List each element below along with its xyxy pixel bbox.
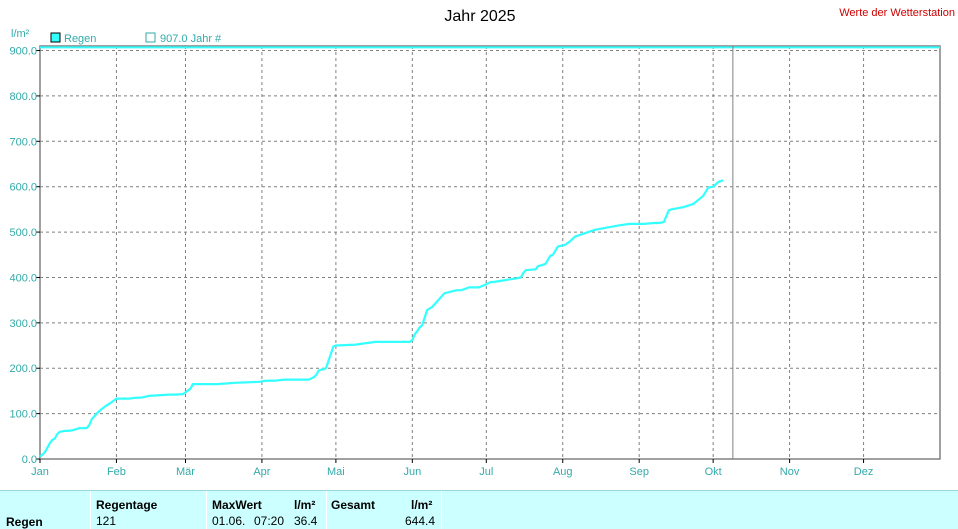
series-line-regen [39, 179, 724, 458]
legend-reference-label: 907.0 Jahr # [160, 33, 222, 45]
x-tick-label: Feb [107, 466, 126, 478]
x-tick-label: Dez [854, 466, 874, 478]
y-tick-label: 700.0 [9, 136, 37, 148]
y-tick-label: 300.0 [9, 318, 37, 330]
y-tick-label: 400.0 [9, 272, 37, 284]
station-label: Werte der Wetterstation [839, 7, 955, 19]
x-axis-ticks: Jan Feb Mär Apr Mai Jun Jul Aug Sep Okt Nov Dez [31, 459, 873, 478]
plot-frame [39, 45, 941, 460]
max-header: MaxWert [212, 498, 262, 512]
max-time: 07:20 [254, 514, 285, 528]
total-header: Gesamt [331, 498, 376, 512]
x-tick-label: Okt [705, 466, 722, 478]
y-axis-ticks: 0.0 100.0 200.0 300.0 400.0 500.0 600.0 700.0 80… [9, 46, 40, 466]
max-value: 36.4 [294, 514, 318, 528]
legend-series-swatch [50, 32, 61, 43]
x-tick-label: Sep [629, 466, 649, 478]
summary-table: Regentage MaxWert l/m² Gesamt l/m² Regen… [0, 490, 958, 529]
x-tick-label: Jul [479, 466, 493, 478]
x-tick-label: Jan [31, 466, 49, 478]
rain-days-value: 121 [96, 514, 117, 528]
row-label: Regen [6, 515, 43, 529]
y-tick-label: 600.0 [9, 182, 37, 194]
total-unit: l/m² [411, 498, 433, 512]
rain-chart: Jahr 2025 Werte der Wetterstation l/m² R… [9, 7, 955, 478]
x-tick-label: Jun [403, 466, 421, 478]
y-unit-label: l/m² [11, 28, 30, 40]
y-tick-label: 900.0 [9, 46, 37, 58]
y-tick-label: 500.0 [9, 227, 37, 239]
y-tick-label: 100.0 [9, 409, 37, 421]
x-tick-label: Mai [327, 466, 345, 478]
x-tick-label: Mär [176, 466, 195, 478]
y-tick-label: 200.0 [9, 363, 37, 375]
gridlines [40, 46, 940, 459]
legend-series-label: Regen [64, 33, 96, 45]
x-tick-label: Aug [553, 466, 573, 478]
max-unit: l/m² [294, 498, 316, 512]
y-tick-label: 800.0 [9, 91, 37, 103]
y-tick-label: 0.0 [22, 454, 37, 466]
rain-days-header: Regentage [96, 498, 158, 512]
total-value: 644.4 [405, 514, 436, 528]
max-date: 01.06. [212, 514, 246, 528]
x-tick-label: Apr [253, 466, 270, 478]
chart-title: Jahr 2025 [444, 8, 515, 25]
legend-reference-swatch [145, 32, 156, 43]
chart-marks [39, 46, 940, 459]
x-tick-label: Nov [780, 466, 800, 478]
